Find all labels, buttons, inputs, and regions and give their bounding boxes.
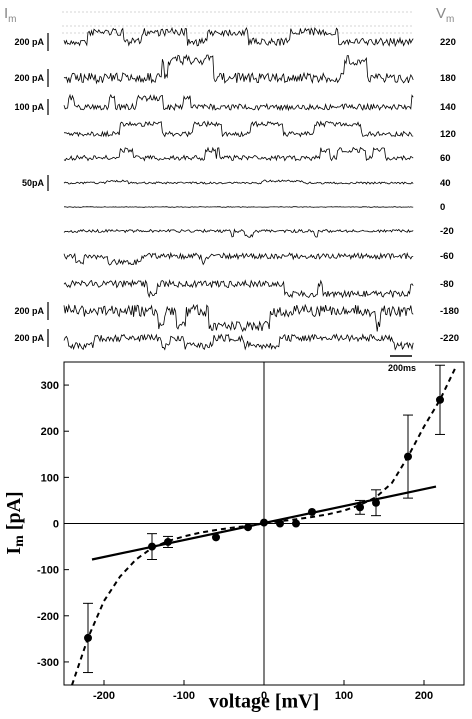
y-tick-label: -100	[37, 565, 59, 577]
data-point	[148, 542, 156, 551]
trace-voltage-label: 120	[440, 129, 456, 140]
trace-voltage-label: 180	[440, 73, 456, 84]
iv-plot: -300 -200 -100 0 100 200 300 -200 -100 0 100 200 vo…	[3, 361, 465, 713]
trace-line	[63, 26, 414, 48]
current-scale-label: 200 pA	[14, 73, 44, 83]
trace-line	[63, 251, 414, 266]
data-point	[308, 507, 316, 516]
trace-voltage-label: 0	[440, 202, 445, 213]
x-tick-label: -100	[173, 690, 195, 702]
trace-line	[64, 206, 414, 208]
data-point	[276, 519, 284, 528]
trace-line	[63, 179, 414, 185]
trace-voltage-label: 220	[440, 37, 456, 48]
data-point	[164, 537, 172, 546]
trace-line	[63, 279, 414, 299]
trace-line	[63, 303, 414, 333]
trace-line	[63, 93, 414, 112]
y-tick-label: -200	[37, 611, 59, 623]
y-tick-label: 300	[41, 380, 59, 392]
y-tick-label: 0	[53, 519, 59, 531]
trace-voltage-label: -60	[440, 251, 454, 262]
y-tick-label: -300	[37, 657, 59, 669]
x-axis-label: voltage [mV]	[209, 691, 320, 713]
current-scale-label: 200 pA	[14, 37, 44, 47]
x-tick-label: -200	[93, 690, 115, 702]
current-scale-label: 200 pA	[14, 306, 44, 316]
x-tick-label: 200	[415, 690, 433, 702]
data-point	[212, 533, 220, 542]
data-point	[372, 498, 380, 507]
y-tick-label: 100	[41, 472, 59, 484]
data-points	[83, 364, 445, 674]
current-scale-label: 50pA	[22, 178, 45, 188]
trace-line	[63, 333, 414, 351]
trace-voltage-label: 40	[440, 178, 451, 189]
time-scale-label: 200ms	[388, 363, 416, 373]
data-point	[292, 519, 300, 528]
axes-group: -300 -200 -100 0 100 200 300 -200 -100 0 100 200	[37, 362, 464, 702]
trace-line	[63, 228, 414, 238]
current-scale-label: 200 pA	[14, 333, 44, 343]
y-tick-label: 200	[41, 426, 59, 438]
trace-voltage-label: -80	[440, 279, 454, 290]
trace-voltage-label: 140	[440, 102, 456, 113]
data-point	[356, 503, 364, 512]
data-point	[244, 523, 252, 532]
trace-voltage-label: -20	[440, 226, 454, 237]
voltage-header: Vm	[436, 5, 454, 25]
trace-line	[63, 120, 414, 138]
trace-voltage-label: -180	[440, 306, 459, 317]
data-point	[260, 518, 268, 527]
trace-voltage-label: -220	[440, 333, 459, 344]
x-tick-label: 100	[335, 690, 353, 702]
trace-line	[63, 146, 414, 162]
x-tick-label: 0	[261, 690, 267, 702]
data-point	[436, 395, 444, 404]
traces-panel: Im Vm 220 200 pA 180 200 pA 140 100 pA 120 60 40…	[4, 5, 459, 373]
y-axis-label: Im [pA]	[3, 491, 27, 554]
trace-line	[63, 54, 414, 85]
trace-group: 220 200 pA 180 200 pA 140 100 pA 120 60 40 50pA 0 -…	[14, 11, 459, 351]
data-point	[84, 633, 92, 642]
data-point	[404, 452, 412, 461]
current-scale-label: 100 pA	[14, 102, 44, 112]
trace-voltage-label: 60	[440, 153, 451, 164]
current-header: Im	[4, 5, 17, 25]
nonlinear-fit-curve	[71, 366, 457, 686]
